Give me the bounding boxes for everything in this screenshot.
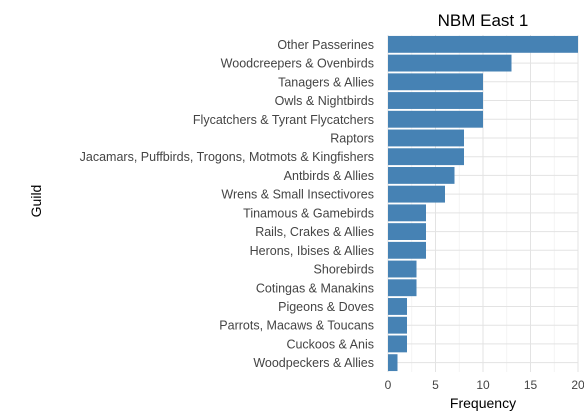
bar bbox=[388, 354, 398, 372]
category-label: Raptors bbox=[330, 131, 374, 145]
category-label: Parrots, Macaws & Toucans bbox=[219, 319, 374, 333]
bar bbox=[388, 260, 417, 278]
category-label: Jacamars, Puffbirds, Trogons, Motmots & … bbox=[80, 150, 374, 164]
category-label: Woodcreepers & Ovenbirds bbox=[221, 57, 374, 71]
x-axis-label: Frequency bbox=[450, 395, 516, 411]
bar bbox=[388, 166, 455, 184]
category-label: Herons, Ibises & Allies bbox=[250, 244, 374, 258]
bar bbox=[388, 223, 426, 241]
bar bbox=[388, 54, 512, 72]
bar bbox=[388, 73, 483, 91]
category-label: Tinamous & Gamebirds bbox=[243, 206, 374, 220]
bar bbox=[388, 110, 483, 128]
category-label: Rails, Crakes & Allies bbox=[255, 225, 374, 239]
category-label: Tanagers & Allies bbox=[278, 75, 374, 89]
x-tick-label: 10 bbox=[476, 378, 490, 392]
category-label: Woodpeckers & Allies bbox=[253, 356, 374, 370]
category-label: Owls & Nightbirds bbox=[275, 94, 374, 108]
bar bbox=[388, 185, 445, 203]
bar bbox=[388, 129, 464, 147]
x-tick-labels: 0 5 10 15 20 bbox=[385, 378, 584, 392]
x-tick-label: 20 bbox=[571, 378, 584, 392]
category-label: Wrens & Small Insectivores bbox=[221, 188, 374, 202]
bar bbox=[388, 241, 426, 259]
x-tick-label: 15 bbox=[524, 378, 538, 392]
bar bbox=[388, 279, 417, 297]
bar bbox=[388, 316, 407, 334]
x-tick-label: 5 bbox=[432, 378, 439, 392]
bar bbox=[388, 35, 578, 53]
category-label: Cuckoos & Anis bbox=[286, 337, 374, 351]
bar bbox=[388, 298, 407, 315]
category-label: Antbirds & Allies bbox=[284, 169, 374, 183]
chart-title: NBM East 1 bbox=[438, 11, 529, 30]
y-tick-labels: Other Passerines Woodcreepers & Ovenbirds… bbox=[80, 38, 374, 370]
y-axis-label: Guild bbox=[28, 185, 44, 218]
bar bbox=[388, 335, 407, 353]
bar bbox=[388, 148, 464, 166]
bar bbox=[388, 92, 483, 109]
bar bbox=[388, 204, 426, 222]
category-label: Cotingas & Manakins bbox=[256, 281, 374, 295]
category-label: Flycatchers & Tyrant Flycatchers bbox=[193, 113, 374, 127]
bars bbox=[388, 35, 578, 372]
category-label: Other Passerines bbox=[277, 38, 374, 52]
category-label: Shorebirds bbox=[314, 263, 374, 277]
x-tick-label: 0 bbox=[385, 378, 392, 392]
category-label: Pigeons & Doves bbox=[278, 300, 374, 314]
